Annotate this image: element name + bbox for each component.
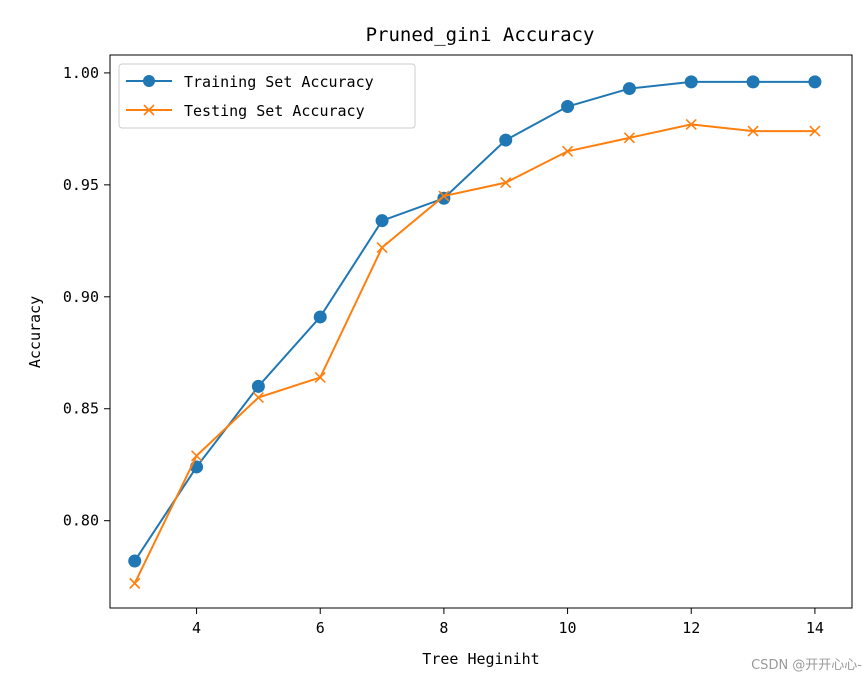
data-point-testing — [314, 371, 326, 383]
x-axis-ticks: 4 6 8 10 12 14 — [192, 608, 824, 637]
x-tick-label: 10 — [559, 619, 577, 637]
y-axis-label: Accuracy — [26, 296, 44, 368]
data-point-testing — [252, 391, 264, 404]
legend-label-training: Training Set Accuracy — [184, 73, 374, 91]
chart-title: Pruned_gini Accuracy — [366, 24, 595, 46]
data-point-training — [499, 133, 513, 147]
data-point-testing — [500, 177, 512, 189]
data-point-training — [313, 310, 327, 324]
y-tick-label: 0.80 — [63, 512, 99, 530]
data-point-testing — [191, 450, 203, 462]
x-tick-label: 12 — [682, 619, 700, 637]
legend-label-testing: Testing Set Accuracy — [184, 102, 365, 120]
data-point-training — [375, 214, 389, 228]
y-tick-label: 0.95 — [63, 176, 99, 194]
data-point-testing — [129, 577, 141, 589]
x-tick-label: 14 — [806, 619, 824, 637]
legend: Training Set Accuracy Testing Set Accura… — [118, 63, 416, 129]
legend-box — [118, 63, 416, 129]
data-point-testing — [809, 125, 821, 137]
y-axis-ticks: 0.80 0.85 0.90 0.95 1.00 — [63, 64, 110, 530]
legend-marker-testing — [143, 104, 155, 116]
y-tick-label: 0.85 — [63, 400, 99, 418]
x-axis-label: Tree Heginiht — [422, 650, 539, 668]
data-point-training — [684, 75, 698, 89]
data-point-training — [561, 99, 575, 113]
data-point-training — [128, 554, 142, 568]
data-point-training — [808, 75, 822, 89]
legend-x-marker — [143, 104, 155, 116]
x-tick-label: 8 — [439, 619, 448, 637]
x-tick-label: 4 — [192, 619, 201, 637]
series-line-testing — [133, 123, 815, 584]
y-tick-label: 1.00 — [63, 64, 99, 82]
data-point-testing — [623, 132, 635, 144]
data-point-training — [746, 75, 760, 89]
data-point-training — [251, 379, 265, 393]
data-point-testing — [438, 190, 450, 202]
series-layer — [128, 75, 822, 589]
x-tick-label: 6 — [316, 619, 325, 637]
y-tick-label: 0.90 — [63, 288, 99, 306]
data-point-training — [622, 82, 636, 96]
data-point-testing — [562, 145, 574, 157]
series-line-training — [133, 80, 815, 562]
data-point-testing — [376, 241, 388, 254]
watermark-text: CSDN @开开心心- — [751, 658, 862, 673]
data-point-testing — [685, 118, 697, 130]
data-point-testing — [747, 125, 759, 137]
legend-marker-training — [143, 75, 155, 87]
plot-area-frame — [109, 54, 853, 609]
